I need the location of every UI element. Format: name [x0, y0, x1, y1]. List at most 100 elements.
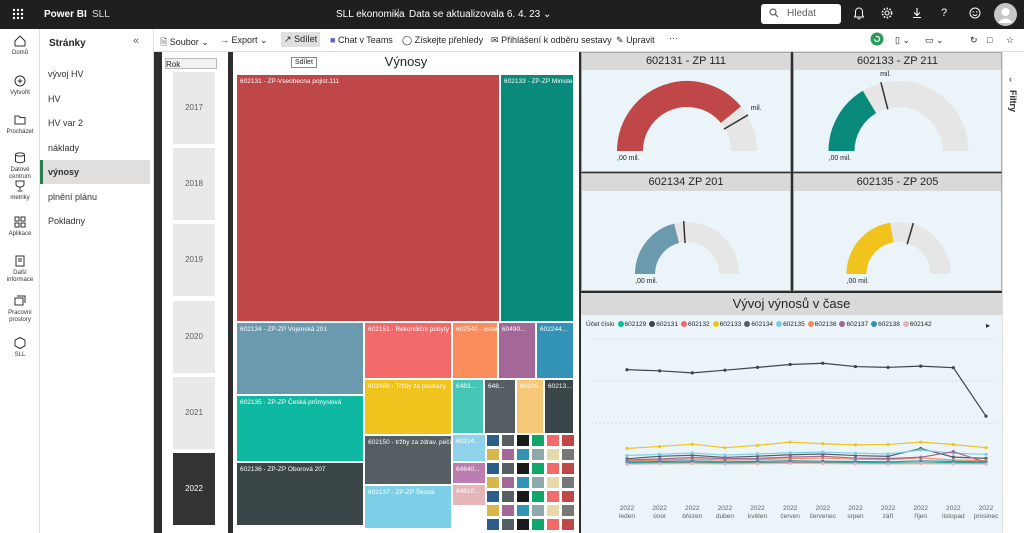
data-point-602133[interactable]	[821, 442, 825, 446]
data-point-602137[interactable]	[690, 455, 694, 460]
treemap-tile-small[interactable]	[561, 518, 575, 531]
series-line-602135[interactable]	[626, 449, 987, 457]
treemap-tile-small[interactable]	[516, 462, 530, 475]
data-point-602142[interactable]	[755, 462, 760, 466]
treemap-tile-small[interactable]	[546, 448, 560, 461]
treemap-tile[interactable]: 602137 - ZP-ZP Škoda	[364, 485, 452, 529]
treemap-tile-small[interactable]	[501, 476, 515, 489]
treemap-tile-small[interactable]	[546, 518, 560, 531]
data-point-602137[interactable]	[919, 455, 923, 459]
treemap-tile-small[interactable]	[516, 448, 530, 461]
data-point-602133[interactable]	[984, 446, 988, 450]
data-point-602137[interactable]	[951, 450, 955, 454]
page-item-5[interactable]: výnosy	[40, 160, 150, 184]
favorite-icon[interactable]: ☆	[1006, 35, 1015, 45]
slicer-year-2018[interactable]: 2018	[173, 148, 215, 221]
data-point-602133[interactable]	[951, 442, 955, 447]
treemap-tile-small[interactable]	[486, 490, 500, 503]
treemap-tile[interactable]: 602136 - ZP-ZP Oborová 207	[236, 462, 364, 526]
treemap-tile-small[interactable]	[546, 504, 560, 517]
data-point-602138[interactable]	[788, 459, 792, 463]
feedback-smiley-icon[interactable]	[969, 7, 981, 22]
rail-item-2[interactable]: Vytvořit	[0, 74, 40, 97]
treemap-tile-small[interactable]	[561, 476, 575, 489]
data-point-602135[interactable]	[690, 451, 694, 455]
treemap-tile[interactable]: 602469 - Tržby za poukazy	[364, 379, 452, 435]
data-point-602134[interactable]	[951, 455, 955, 459]
treemap-tile-small[interactable]	[561, 462, 575, 475]
data-point-602137[interactable]	[788, 455, 792, 459]
treemap-tile[interactable]: 602540 - ostatní	[452, 322, 498, 379]
treemap-tile[interactable]: 6483...	[452, 379, 484, 434]
data-point-602138[interactable]	[821, 459, 825, 463]
treemap-tile-small[interactable]	[516, 518, 530, 531]
data-point-602134[interactable]	[853, 453, 858, 458]
page-item-6[interactable]: plnění plánu	[48, 191, 98, 202]
legend-item[interactable]: 602142	[902, 321, 932, 328]
data-point-602142[interactable]	[625, 462, 629, 466]
gauge-card[interactable]: 602133 - ZP 211 ,00 mil. mil.	[793, 52, 1002, 172]
slicer-year-2017[interactable]: 2017	[173, 72, 215, 144]
treemap-tile-small[interactable]	[486, 518, 500, 531]
legend-item[interactable]: 602138	[871, 321, 900, 328]
treemap-tile-small[interactable]	[501, 448, 515, 461]
data-point-602142[interactable]	[984, 462, 988, 466]
data-point-602134[interactable]	[886, 454, 890, 458]
page-item-1[interactable]: vývoj HV	[48, 69, 84, 79]
data-point-602142[interactable]	[723, 462, 727, 466]
treemap-tile-small[interactable]	[561, 434, 575, 447]
legend-item[interactable]: 602136	[807, 321, 836, 328]
page-item-2[interactable]: HV	[48, 93, 61, 104]
visual-share-button[interactable]: Sdílet	[291, 57, 317, 68]
treemap-tile-small[interactable]	[486, 434, 500, 447]
page-item-4[interactable]: náklady	[48, 142, 80, 153]
treemap-tile-small[interactable]	[516, 476, 530, 489]
data-point-602135[interactable]	[821, 450, 825, 454]
treemap-tile[interactable]: 648...	[484, 379, 516, 434]
treemap-tile[interactable]: 602131 - ZP-Vseobecna pojist.111	[236, 74, 500, 322]
rail-item-1[interactable]: Domů	[0, 34, 40, 57]
legend-item[interactable]: 602129	[617, 321, 646, 328]
slicer-year-2022[interactable]: 2022	[173, 453, 215, 525]
data-point-602134[interactable]	[755, 454, 760, 458]
data-point-602137[interactable]	[723, 457, 727, 461]
series-line-602138[interactable]	[626, 460, 987, 463]
data-point-602133[interactable]	[625, 446, 629, 451]
legend-item[interactable]: 602133	[712, 321, 741, 328]
rail-item-7[interactable]: Další informace	[0, 254, 40, 284]
treemap-tile[interactable]: 60490...	[498, 322, 536, 379]
data-point-602131[interactable]	[984, 414, 988, 418]
data-point-602138[interactable]	[853, 459, 858, 464]
data-point-602142[interactable]	[853, 462, 858, 466]
data-point-602135[interactable]	[984, 452, 988, 456]
gauge-card[interactable]: 602135 - ZP 205 ,00 mil.	[793, 173, 1002, 291]
share-button[interactable]: ↗ Sdílet	[281, 32, 321, 47]
legend-item[interactable]: 602131	[649, 321, 678, 328]
treemap-tile-small[interactable]	[486, 504, 500, 517]
treemap-tile-small[interactable]	[561, 504, 575, 517]
filters-pane[interactable]: ‹ Filtry	[1002, 52, 1024, 533]
treemap-tile-small[interactable]	[516, 504, 530, 517]
data-point-602131[interactable]	[625, 368, 629, 372]
data-point-602142[interactable]	[951, 462, 955, 466]
data-point-602133[interactable]	[886, 442, 890, 447]
treemap-tile[interactable]: 602244...	[536, 322, 574, 379]
refresh-icon[interactable]: ↻	[970, 35, 978, 45]
data-point-602138[interactable]	[658, 459, 662, 464]
treemap-tile[interactable]: 602150 - tržby za zdrav. péči	[364, 435, 452, 485]
data-point-602142[interactable]	[658, 462, 662, 466]
treemap-tile-small[interactable]	[561, 448, 575, 461]
treemap-visual[interactable]: Výnosy Sdílet 602131 - ZP-Vseobecna poji…	[233, 52, 579, 533]
data-point-602131[interactable]	[690, 371, 694, 375]
treemap-tile-small[interactable]	[486, 476, 500, 489]
series-line-602137[interactable]	[626, 450, 987, 464]
file-menu[interactable]: 🗎 Soubor ⌄	[160, 37, 209, 47]
data-point-602135[interactable]	[755, 452, 760, 456]
data-point-602138[interactable]	[723, 460, 727, 464]
treemap-tile-small[interactable]	[531, 434, 545, 447]
data-point-602131[interactable]	[821, 361, 825, 365]
data-point-602131[interactable]	[951, 366, 955, 370]
data-point-602131[interactable]	[853, 364, 858, 369]
legend-scroll-icon[interactable]: ▸	[986, 321, 991, 330]
treemap-tile-small[interactable]	[531, 504, 545, 517]
